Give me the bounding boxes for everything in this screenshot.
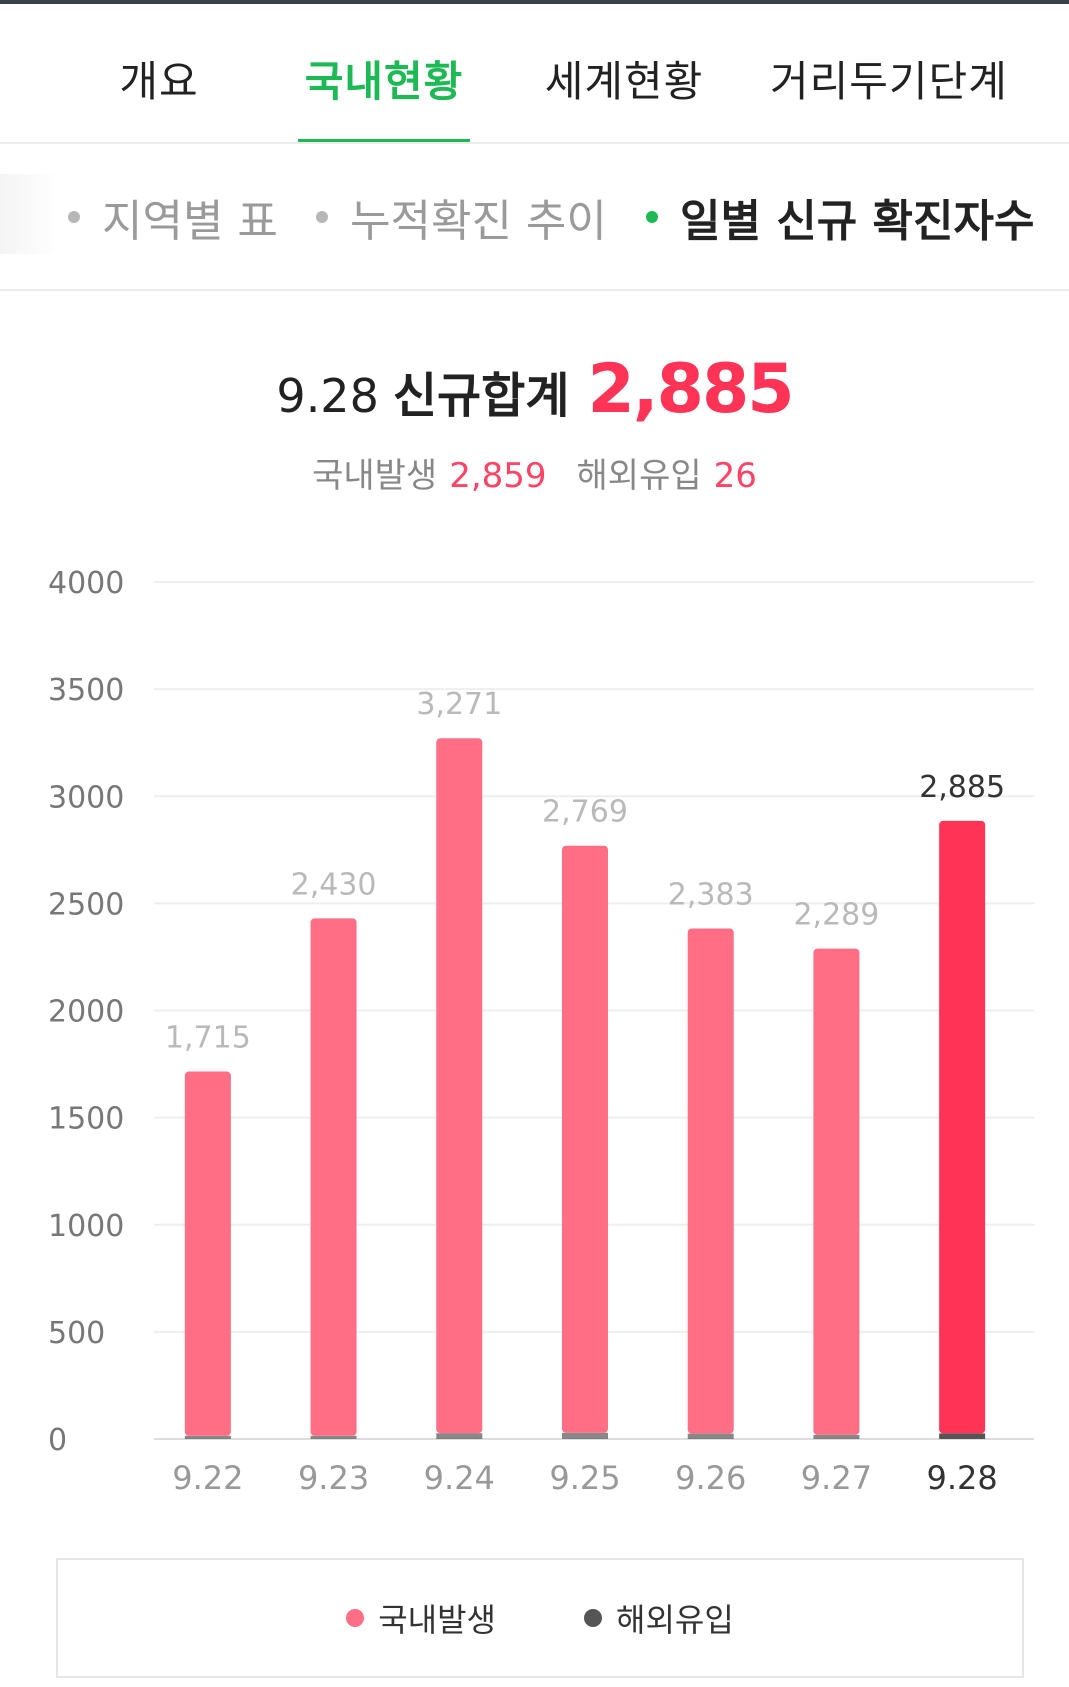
summary-date: 9.28 [276,369,379,423]
subtab-daily-new-cases[interactable]: 일별 신규 확진자수 [646,182,1034,252]
bar-domestic [813,948,860,1435]
subtab-label: 지역별 표 [102,196,278,247]
y-tick-label: 0 [48,1423,67,1458]
bar-domestic [939,820,986,1434]
bar-domestic [687,928,734,1434]
y-tick-label: 1000 [48,1209,124,1244]
bar-value-label: 2,430 [291,867,377,902]
legend-dot-icon [346,1609,365,1627]
legend-label: 국내발생 [378,1601,496,1639]
bar-value-label: 3,271 [416,687,502,722]
y-tick-label: 1500 [48,1102,124,1137]
bar-value-label: 2,383 [668,877,754,912]
imported-value: 26 [713,456,757,496]
bar-value-label: 2,289 [793,898,879,933]
bar-imported [436,1433,483,1439]
bar-domestic [562,845,608,1433]
y-tick-label: 2500 [48,887,124,922]
summary-total: 2,885 [587,350,794,429]
chart-legend: 국내발생 해외유입 [56,1558,1024,1678]
bar-domestic [436,738,483,1434]
subtab-regional-table[interactable]: 지역별 표 [68,182,278,252]
bar-domestic [310,918,357,1436]
daily-summary: 9.28 신규합계 2,885 국내발생 2,859 해외유입 26 [0,350,1069,497]
legend-label: 해외유입 [616,1601,734,1639]
domestic-value: 2,859 [449,456,547,496]
x-tick-label: 9.22 [172,1459,243,1497]
tab-domestic-status[interactable]: 국내현황 [298,48,470,142]
bar-value-label: 2,885 [919,770,1005,805]
y-tick-label: 2000 [48,995,124,1030]
daily-cases-chart: 0 500 1000 1500 2000 2500 3000 3500 4000 1,715 9.2… [48,566,1034,1497]
y-tick-label: 500 [48,1316,105,1351]
bullet-dot-icon [316,211,328,223]
summary-breakdown: 국내발생 2,859 해외유입 26 [0,448,1069,497]
main-tab-bar: 개요 국내현황 세계현황 거리두기단계 [0,4,1069,144]
bar-imported [687,1433,734,1439]
bar-imported [310,1435,357,1439]
legend-item-imported[interactable]: 해외유입 [584,1595,734,1641]
x-tick-label: 9.24 [424,1459,495,1497]
scroll-fade [0,174,60,254]
y-tick-label: 3500 [48,673,124,708]
bar-imported [813,1434,860,1439]
top-rule [0,0,1069,4]
domestic-label: 국내발생 [312,456,438,496]
tab-overview[interactable]: 개요 [119,57,199,106]
bar-imported [562,1432,608,1439]
y-tick-label: 3000 [48,780,124,815]
x-tick-label: 9.23 [298,1459,369,1497]
subtab-label: 일별 신규 확진자수 [680,196,1035,247]
bar-domestic [184,1071,231,1436]
bar-imported [184,1435,231,1439]
legend-item-domestic[interactable]: 국내발생 [346,1595,496,1641]
x-tick-label: 9.28 [927,1459,998,1497]
x-tick-label: 9.26 [675,1459,746,1497]
tab-distancing-level[interactable]: 거리두기단계 [770,57,1008,106]
x-tick-label: 9.27 [801,1459,872,1497]
bar-value-label: 1,715 [165,1021,251,1056]
imported-label: 해외유입 [576,456,702,496]
tab-world-status[interactable]: 세계현황 [544,57,704,106]
y-tick-label: 4000 [48,566,124,601]
sub-tab-bar: 지역별 표 누적확진 추이 일별 신규 확진자수 [0,144,1069,291]
legend-dot-icon [584,1609,602,1627]
bar-imported [939,1433,986,1439]
bullet-dot-icon [646,211,658,223]
bullet-dot-icon [68,211,80,223]
bar-value-label: 2,769 [542,795,628,830]
subtab-cumulative-trend[interactable]: 누적확진 추이 [316,182,607,252]
x-tick-label: 9.25 [549,1459,620,1497]
summary-label: 신규합계 [392,368,570,424]
subtab-label: 누적확진 추이 [350,196,607,247]
